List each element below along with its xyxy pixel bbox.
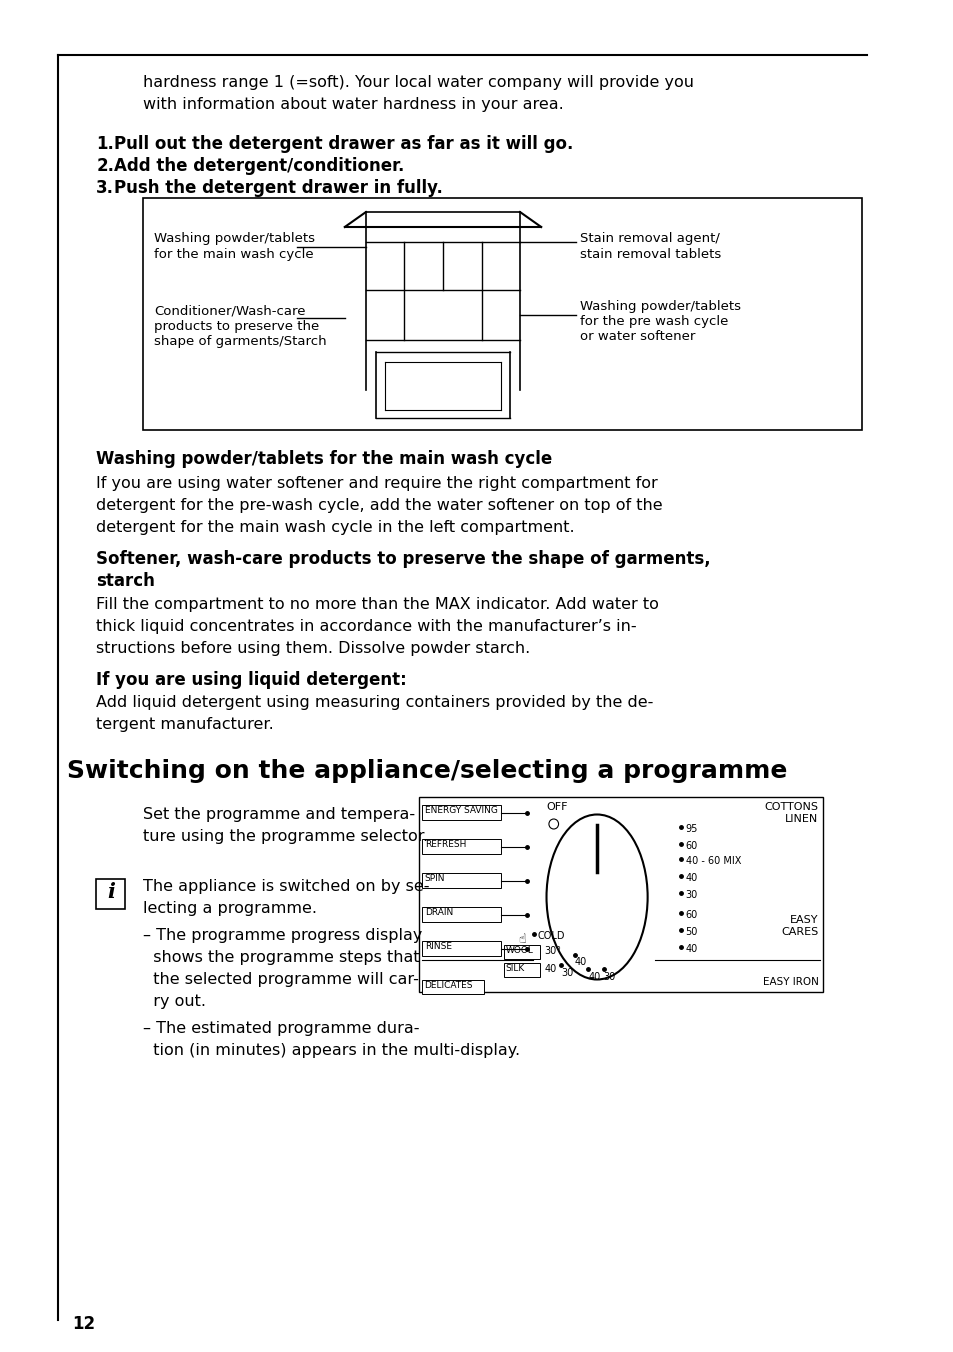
Bar [96, 879, 125, 909]
Bar [421, 980, 484, 994]
Text: 40: 40 [588, 972, 600, 982]
Text: 30: 30 [602, 972, 615, 982]
Text: Washing powder/tablets for the main wash cycle: Washing powder/tablets for the main wash… [96, 450, 552, 468]
Text: Switching on the appliance/selecting a programme: Switching on the appliance/selecting a p… [68, 758, 787, 783]
Text: Conditioner/Wash-care: Conditioner/Wash-care [154, 306, 305, 318]
Bar [421, 804, 500, 821]
Text: for the pre wash cycle: for the pre wash cycle [579, 315, 727, 329]
Text: ENERGY SAVING: ENERGY SAVING [424, 806, 497, 815]
Text: 30: 30 [685, 890, 698, 900]
Bar [421, 907, 500, 922]
Text: ☝: ☝ [517, 933, 525, 946]
Bar [421, 873, 500, 888]
Text: 95: 95 [685, 823, 698, 834]
Text: DELICATES: DELICATES [423, 982, 472, 990]
Text: 3.: 3. [96, 178, 114, 197]
Text: OFF: OFF [545, 802, 567, 813]
Text: – The programme progress display: – The programme progress display [142, 927, 421, 942]
Text: LINEN: LINEN [784, 814, 818, 823]
Text: thick liquid concentrates in accordance with the manufacturer’s in-: thick liquid concentrates in accordance … [96, 619, 637, 634]
Text: i: i [107, 882, 114, 902]
Text: shows the programme steps that: shows the programme steps that [142, 950, 418, 965]
Text: Fill the compartment to no more than the MAX indicator. Add water to: Fill the compartment to no more than the… [96, 598, 659, 612]
Text: CARES: CARES [781, 927, 818, 937]
Text: If you are using water softener and require the right compartment for: If you are using water softener and requ… [96, 476, 658, 491]
Text: Add liquid detergent using measuring containers provided by the de-: Add liquid detergent using measuring con… [96, 695, 653, 710]
Bar [503, 945, 539, 959]
Bar [503, 963, 539, 977]
Text: EASY IRON: EASY IRON [761, 977, 818, 987]
Text: Set the programme and tempera-: Set the programme and tempera- [142, 807, 415, 822]
Text: the selected programme will car-: the selected programme will car- [142, 972, 418, 987]
Text: EASY: EASY [789, 915, 818, 925]
Text: COLD: COLD [537, 932, 564, 941]
Text: starch: starch [96, 572, 155, 589]
Text: stain removal tablets: stain removal tablets [579, 247, 720, 261]
Text: 1.: 1. [96, 135, 114, 153]
Text: Softener, wash-care products to preserve the shape of garments,: Softener, wash-care products to preserve… [96, 550, 710, 568]
Text: ry out.: ry out. [142, 994, 205, 1009]
Bar [421, 840, 500, 854]
Text: The appliance is switched on by se-: The appliance is switched on by se- [142, 879, 429, 894]
Text: SILK: SILK [505, 964, 524, 973]
Text: hardness range 1 (=soft). Your local water company will provide you: hardness range 1 (=soft). Your local wat… [142, 74, 693, 91]
Text: SPIN: SPIN [424, 873, 445, 883]
Text: products to preserve the: products to preserve the [154, 320, 319, 333]
Text: tergent manufacturer.: tergent manufacturer. [96, 717, 274, 731]
Text: DRAIN: DRAIN [424, 909, 453, 917]
Text: 12: 12 [72, 1315, 95, 1333]
Text: tion (in minutes) appears in the multi-display.: tion (in minutes) appears in the multi-d… [142, 1042, 519, 1059]
Text: Push the detergent drawer in fully.: Push the detergent drawer in fully. [113, 178, 442, 197]
Text: COTTONS: COTTONS [763, 802, 818, 813]
Text: 60: 60 [685, 910, 698, 919]
Text: 30: 30 [561, 968, 573, 977]
Text: lecting a programme.: lecting a programme. [142, 900, 316, 917]
Text: Washing powder/tablets: Washing powder/tablets [154, 233, 314, 245]
Bar [421, 941, 500, 956]
Text: for the main wash cycle: for the main wash cycle [154, 247, 314, 261]
Text: detergent for the pre-wash cycle, add the water softener on top of the: detergent for the pre-wash cycle, add th… [96, 498, 662, 512]
Text: detergent for the main wash cycle in the left compartment.: detergent for the main wash cycle in the… [96, 521, 575, 535]
Text: or water softener: or water softener [579, 330, 695, 343]
Bar [142, 197, 861, 430]
Text: Add the detergent/conditioner.: Add the detergent/conditioner. [113, 157, 403, 174]
Text: shape of garments/Starch: shape of garments/Starch [154, 335, 326, 347]
Text: 40: 40 [685, 944, 698, 955]
Text: Stain removal agent/: Stain removal agent/ [579, 233, 719, 245]
Bar [418, 796, 822, 992]
Text: 30°: 30° [543, 946, 560, 956]
Text: – The estimated programme dura-: – The estimated programme dura- [142, 1021, 418, 1036]
Text: ture using the programme selector.: ture using the programme selector. [142, 829, 427, 844]
Text: Pull out the detergent drawer as far as it will go.: Pull out the detergent drawer as far as … [113, 135, 573, 153]
Text: WOOL: WOOL [505, 946, 533, 955]
Text: 60: 60 [685, 841, 698, 850]
Text: 2.: 2. [96, 157, 114, 174]
Text: REFRESH: REFRESH [424, 840, 466, 849]
Text: 40: 40 [543, 964, 556, 973]
Text: structions before using them. Dissolve powder starch.: structions before using them. Dissolve p… [96, 641, 530, 656]
Text: 40: 40 [575, 957, 586, 967]
Text: 50: 50 [685, 927, 698, 937]
Text: Washing powder/tablets: Washing powder/tablets [579, 300, 740, 314]
Text: If you are using liquid detergent:: If you are using liquid detergent: [96, 671, 407, 690]
Text: with information about water hardness in your area.: with information about water hardness in… [142, 97, 562, 112]
Text: 40 - 60 MIX: 40 - 60 MIX [685, 856, 740, 867]
Text: RINSE: RINSE [424, 942, 451, 950]
Text: 40: 40 [685, 873, 698, 883]
